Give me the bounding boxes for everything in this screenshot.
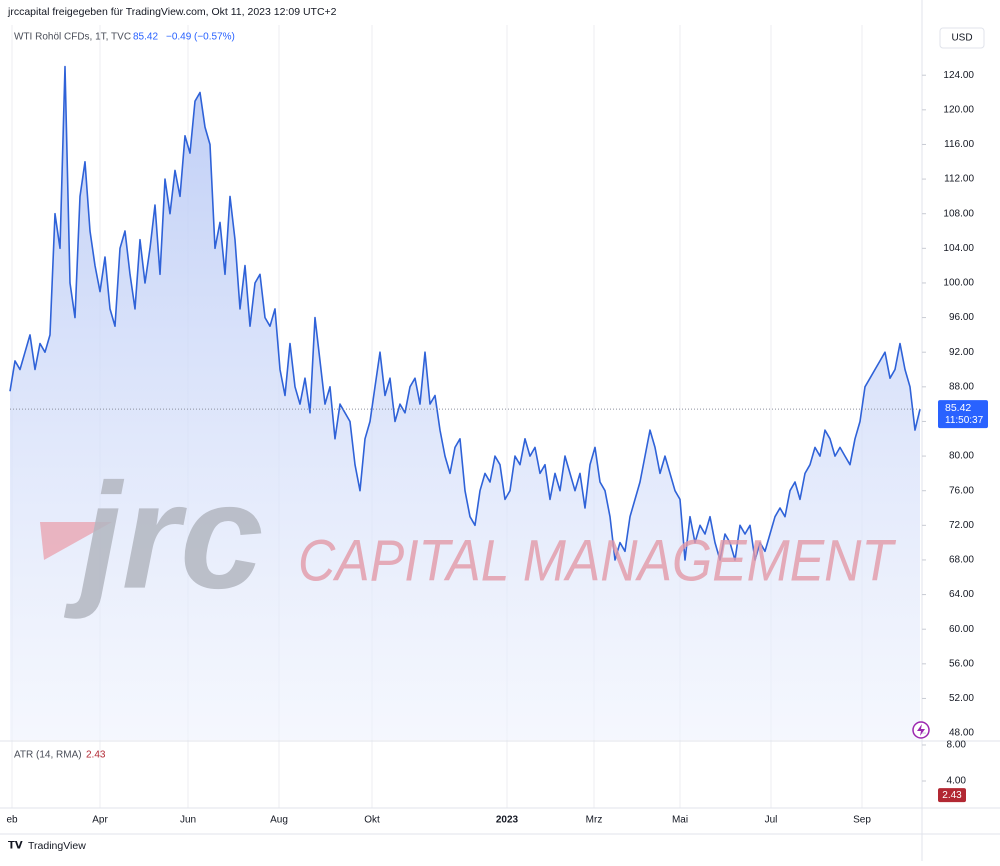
- x-tick-label: Mai: [672, 815, 688, 826]
- y-tick-label: 116.00: [944, 139, 974, 150]
- y-tick-label: 80.00: [949, 451, 974, 462]
- atr-y-tick-label: 4.00: [947, 776, 967, 787]
- price-line: [9, 65, 921, 561]
- atr-value: 2.43: [86, 750, 106, 761]
- legend-change: −0.49: [166, 32, 192, 43]
- y-tick-label: 64.00: [949, 589, 974, 600]
- y-tick-label: 96.00: [949, 312, 974, 323]
- y-tick-label: 124.00: [943, 70, 974, 81]
- y-tick-label: 68.00: [949, 555, 974, 566]
- legend-symbol: WTI Rohöl CFDs, 1T, TVC: [14, 32, 131, 43]
- y-tick-label: 92.00: [949, 347, 974, 358]
- x-tick-label: Apr: [92, 815, 108, 826]
- price-badge-countdown: 11:50:37: [945, 415, 984, 426]
- x-tick-label: Aug: [270, 815, 288, 826]
- atr-y-tick-label: 8.00: [947, 740, 967, 751]
- footer-logo: 𝗧𝗩: [8, 841, 23, 852]
- watermark-text: CAPITAL MANAGEMENT: [298, 528, 896, 593]
- legend-change-pct: (−0.57%): [194, 32, 235, 43]
- y-tick-label: 72.00: [949, 520, 974, 531]
- x-tick-label: 2023: [496, 815, 519, 826]
- y-tick-label: 60.00: [949, 624, 974, 635]
- atr-badge-value: 2.43: [942, 790, 962, 801]
- y-tick-label: 56.00: [949, 658, 974, 669]
- atr-badge: [938, 788, 966, 803]
- y-tick-label: 120.00: [943, 104, 974, 115]
- plot: [9, 65, 921, 740]
- area-fill: [10, 66, 920, 740]
- currency: USD: [951, 33, 972, 44]
- y-tick-label: 48.00: [949, 728, 974, 739]
- watermark-logo: [40, 522, 112, 560]
- atr-label: ATR (14, RMA): [14, 750, 82, 761]
- y-tick-label: 76.00: [949, 485, 974, 496]
- x-tick-label: Jun: [180, 815, 196, 826]
- legend-price: 85.42: [133, 32, 158, 43]
- x-tick-label: Mrz: [586, 815, 603, 826]
- y-tick-label: 100.00: [943, 278, 974, 289]
- y-tick-label: 108.00: [943, 208, 974, 219]
- currency-box[interactable]: [939, 27, 985, 49]
- y-tick-label: 88.00: [949, 381, 974, 392]
- x-tick-label: eb: [6, 815, 18, 826]
- footer: TradingView: [28, 840, 86, 852]
- price-badge: [938, 400, 988, 429]
- x-tick-label: Sep: [853, 815, 871, 826]
- price-badge-value: 85.42: [945, 402, 971, 414]
- y-tick-label: 112.00: [944, 174, 974, 185]
- alert-icon-bolt: [917, 724, 925, 736]
- y-tick-label: 52.00: [949, 693, 974, 704]
- header-title: jrccapital freigegeben für TradingView.c…: [7, 6, 337, 18]
- watermark: jrc CAPITAL MANAGEMENT: [40, 452, 896, 620]
- x-tick-label: Jul: [765, 815, 778, 826]
- x-tick-label: Okt: [364, 815, 380, 826]
- watermark-logo-text: jrc: [63, 452, 263, 620]
- y-tick-label: 104.00: [943, 243, 974, 254]
